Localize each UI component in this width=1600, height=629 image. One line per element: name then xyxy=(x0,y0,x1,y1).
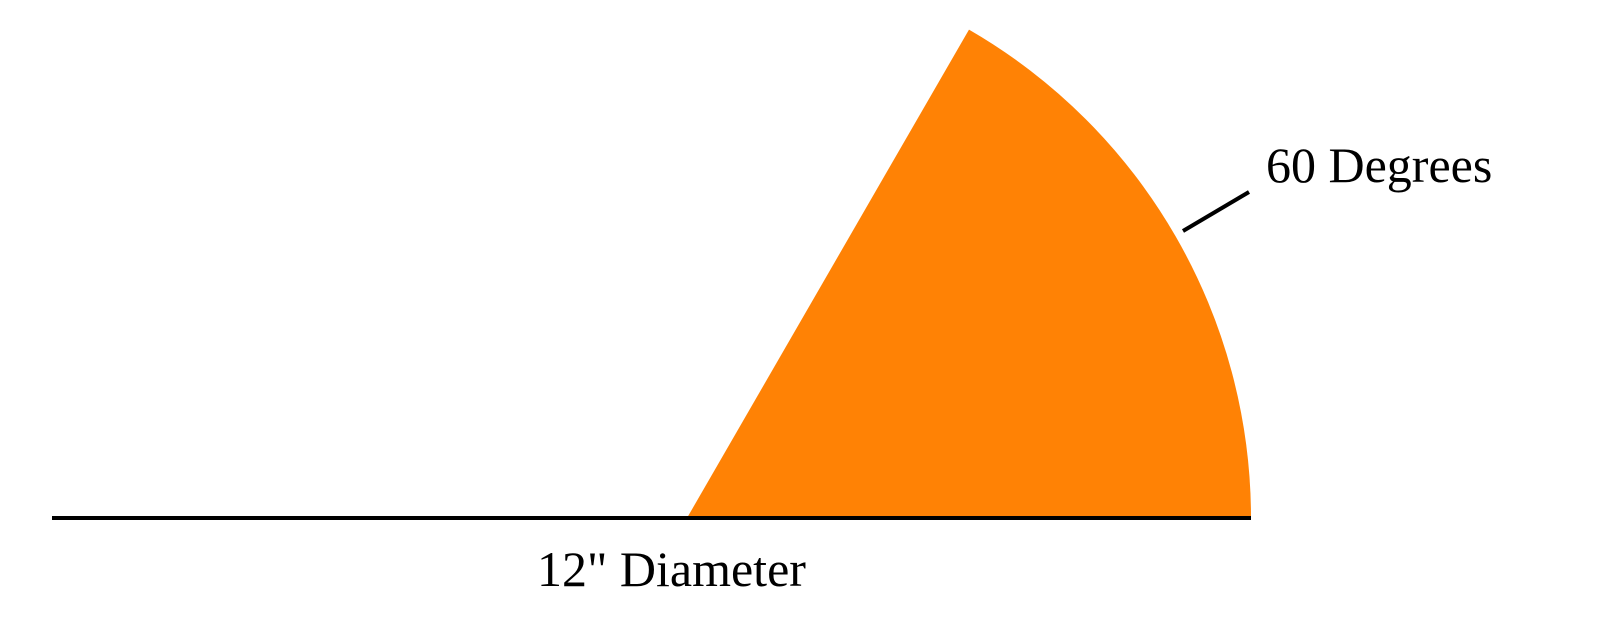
diameter-label: 12" Diameter xyxy=(537,541,806,597)
angle-label: 60 Degrees xyxy=(1266,137,1492,193)
orange-sector xyxy=(687,29,1251,518)
angle-leader-line xyxy=(1181,190,1251,233)
